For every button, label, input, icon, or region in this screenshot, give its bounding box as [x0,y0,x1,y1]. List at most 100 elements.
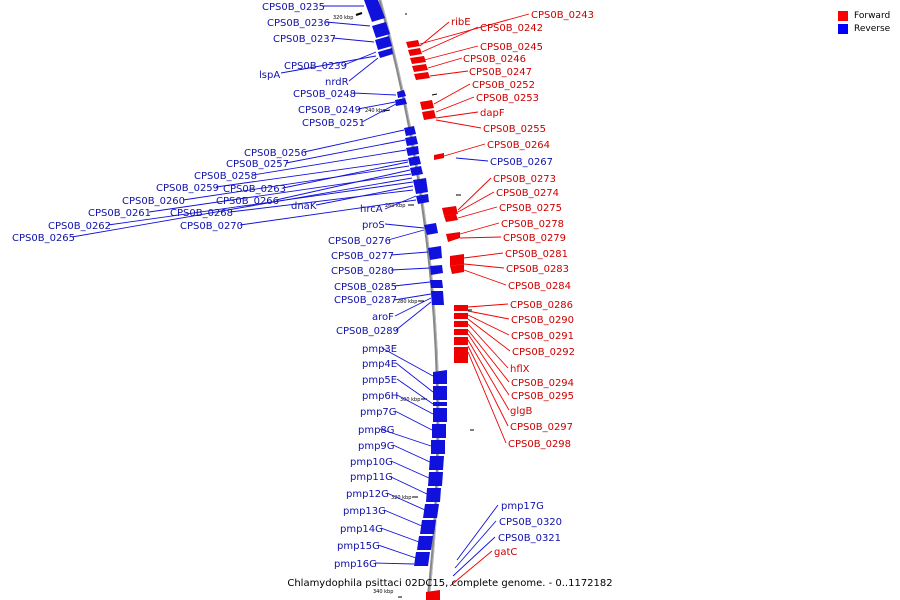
gene-label[interactable]: CPS0B_0297 [510,422,573,433]
gene-block [433,370,447,384]
gene-label[interactable]: CPS0B_0273 [493,174,556,185]
gene-label[interactable]: CPS0B_0253 [476,93,539,104]
gene-label[interactable]: CPS0B_0298 [508,439,571,450]
gene-block [406,40,420,48]
gene-label[interactable]: CPS0B_0258 [194,171,257,182]
gene-label[interactable]: CPS0B_0263 [223,184,286,195]
gene-label[interactable]: CPS0B_0295 [511,391,574,402]
gene-label[interactable]: CPS0B_0242 [480,23,543,34]
gene-label[interactable]: CPS0B_0249 [298,105,361,116]
gene-label[interactable]: ribE [451,17,471,28]
gene-label[interactable]: CPS0B_0255 [483,124,546,135]
gene-label[interactable]: CPS0B_0278 [501,219,564,230]
gene-label[interactable]: CPS0B_0259 [156,183,219,194]
gene-block [408,48,422,56]
gene-label[interactable]: CPS0B_0291 [511,331,574,342]
gene-block [426,590,440,600]
gene-label[interactable]: CPS0B_0245 [480,42,543,53]
gene-label[interactable]: CPS0B_0279 [503,233,566,244]
gene-block [378,48,393,58]
gene-label[interactable]: CPS0B_0280 [331,266,394,277]
gene-label[interactable]: CPS0B_0289 [336,326,399,337]
gene-block [450,264,464,274]
gene-label[interactable]: CPS0B_0243 [531,10,594,21]
gene-label[interactable]: pmp11G [350,472,393,483]
gene-label[interactable]: CPS0B_0257 [226,159,289,170]
gene-label[interactable]: pmp5E [362,375,397,386]
gene-label[interactable]: CPS0B_0283 [506,264,569,275]
gene-label[interactable]: pmp6H [362,391,398,402]
gene-label[interactable]: pmp16G [334,559,377,570]
gene-label[interactable]: CPS0B_0281 [505,249,568,260]
gene-label[interactable]: CPS0B_0274 [496,188,559,199]
gene-label[interactable]: gatC [494,547,517,558]
gene-block [442,206,458,216]
gene-block [397,90,406,98]
gene-block [454,313,468,319]
gene-block [375,36,392,50]
gene-label[interactable]: dapF [480,108,505,119]
gene-label[interactable]: CPS0B_0264 [487,140,550,151]
gene-label[interactable]: pmp14G [340,524,383,535]
gene-label[interactable]: CPS0B_0268 [170,208,233,219]
gene-label[interactable]: CPS0B_0292 [512,347,575,358]
gene-label[interactable]: hrcA [360,204,383,215]
gene-label[interactable]: pmp3E [362,344,397,355]
reverse-genes [364,0,447,566]
gene-label[interactable]: pmp10G [350,457,393,468]
gene-label[interactable]: CPS0B_0246 [463,54,526,65]
gene-label[interactable]: hflX [510,364,530,375]
gene-label[interactable]: proS [362,220,385,231]
gene-label[interactable]: CPS0B_0247 [469,67,532,78]
gene-label[interactable]: CPS0B_0320 [499,517,562,528]
gene-label[interactable]: pmp7G [360,407,397,418]
gene-label[interactable]: CPS0B_0252 [472,80,535,91]
gene-label[interactable]: CPS0B_0262 [48,221,111,232]
gene-label[interactable]: CPS0B_0284 [508,281,571,292]
gene-label[interactable]: pmp4E [362,359,397,370]
gene-label[interactable]: pmp15G [337,541,380,552]
map-caption: Chlamydophila psittaci 02DC15, complete … [287,578,613,589]
gene-label[interactable]: CPS0B_0251 [302,118,365,129]
gene-label[interactable]: CPS0B_0256 [244,148,307,159]
tick-mark [383,109,391,112]
gene-block [424,223,438,235]
gene-label[interactable]: CPS0B_0275 [499,203,562,214]
gene-label[interactable]: CPS0B_0285 [334,282,397,293]
gene-label[interactable]: nrdR [325,77,349,88]
gene-label[interactable]: CPS0B_0265 [12,233,75,244]
gene-label[interactable]: aroF [372,312,394,323]
gene-label[interactable]: CPS0B_0235 [262,2,325,13]
gene-label[interactable]: pmp12G [346,489,389,500]
gene-label[interactable]: pmp17G [501,501,544,512]
gene-label[interactable]: CPS0B_0277 [331,251,394,262]
gene-label[interactable]: glgB [510,406,532,417]
gene-label[interactable]: CPS0B_0236 [267,18,330,29]
gene-label[interactable]: pmp8G [358,425,395,436]
gene-label[interactable]: dnaK [291,201,317,212]
gene-label[interactable]: CPS0B_0286 [510,300,573,311]
gene-label[interactable]: CPS0B_0276 [328,236,391,247]
gene-block [420,520,436,534]
gene-label[interactable]: CPS0B_0267 [490,157,553,168]
gene-label[interactable]: CPS0B_0321 [498,533,561,544]
gene-label[interactable]: CPS0B_0270 [180,221,243,232]
gene-label[interactable]: lspA [259,70,280,81]
gene-block [422,110,436,120]
gene-label[interactable]: CPS0B_0261 [88,208,151,219]
gene-block [432,424,446,438]
gene-label[interactable]: CPS0B_0290 [511,315,574,326]
gene-label[interactable]: CPS0B_0294 [511,378,574,389]
gene-label[interactable]: CPS0B_0239 [284,61,347,72]
gene-block [454,329,468,335]
reverse-leaders [71,5,499,577]
tick-label: 320 kbp [333,15,353,21]
gene-label[interactable]: pmp13G [343,506,386,517]
gene-label[interactable]: CPS0B_0248 [293,89,356,100]
gene-label[interactable]: pmp9G [358,441,395,452]
gene-label[interactable]: CPS0B_0266 [216,196,279,207]
gene-block [416,194,429,204]
gene-label[interactable]: CPS0B_0260 [122,196,185,207]
gene-label[interactable]: CPS0B_0287 [334,295,397,306]
gene-label[interactable]: CPS0B_0237 [273,34,336,45]
